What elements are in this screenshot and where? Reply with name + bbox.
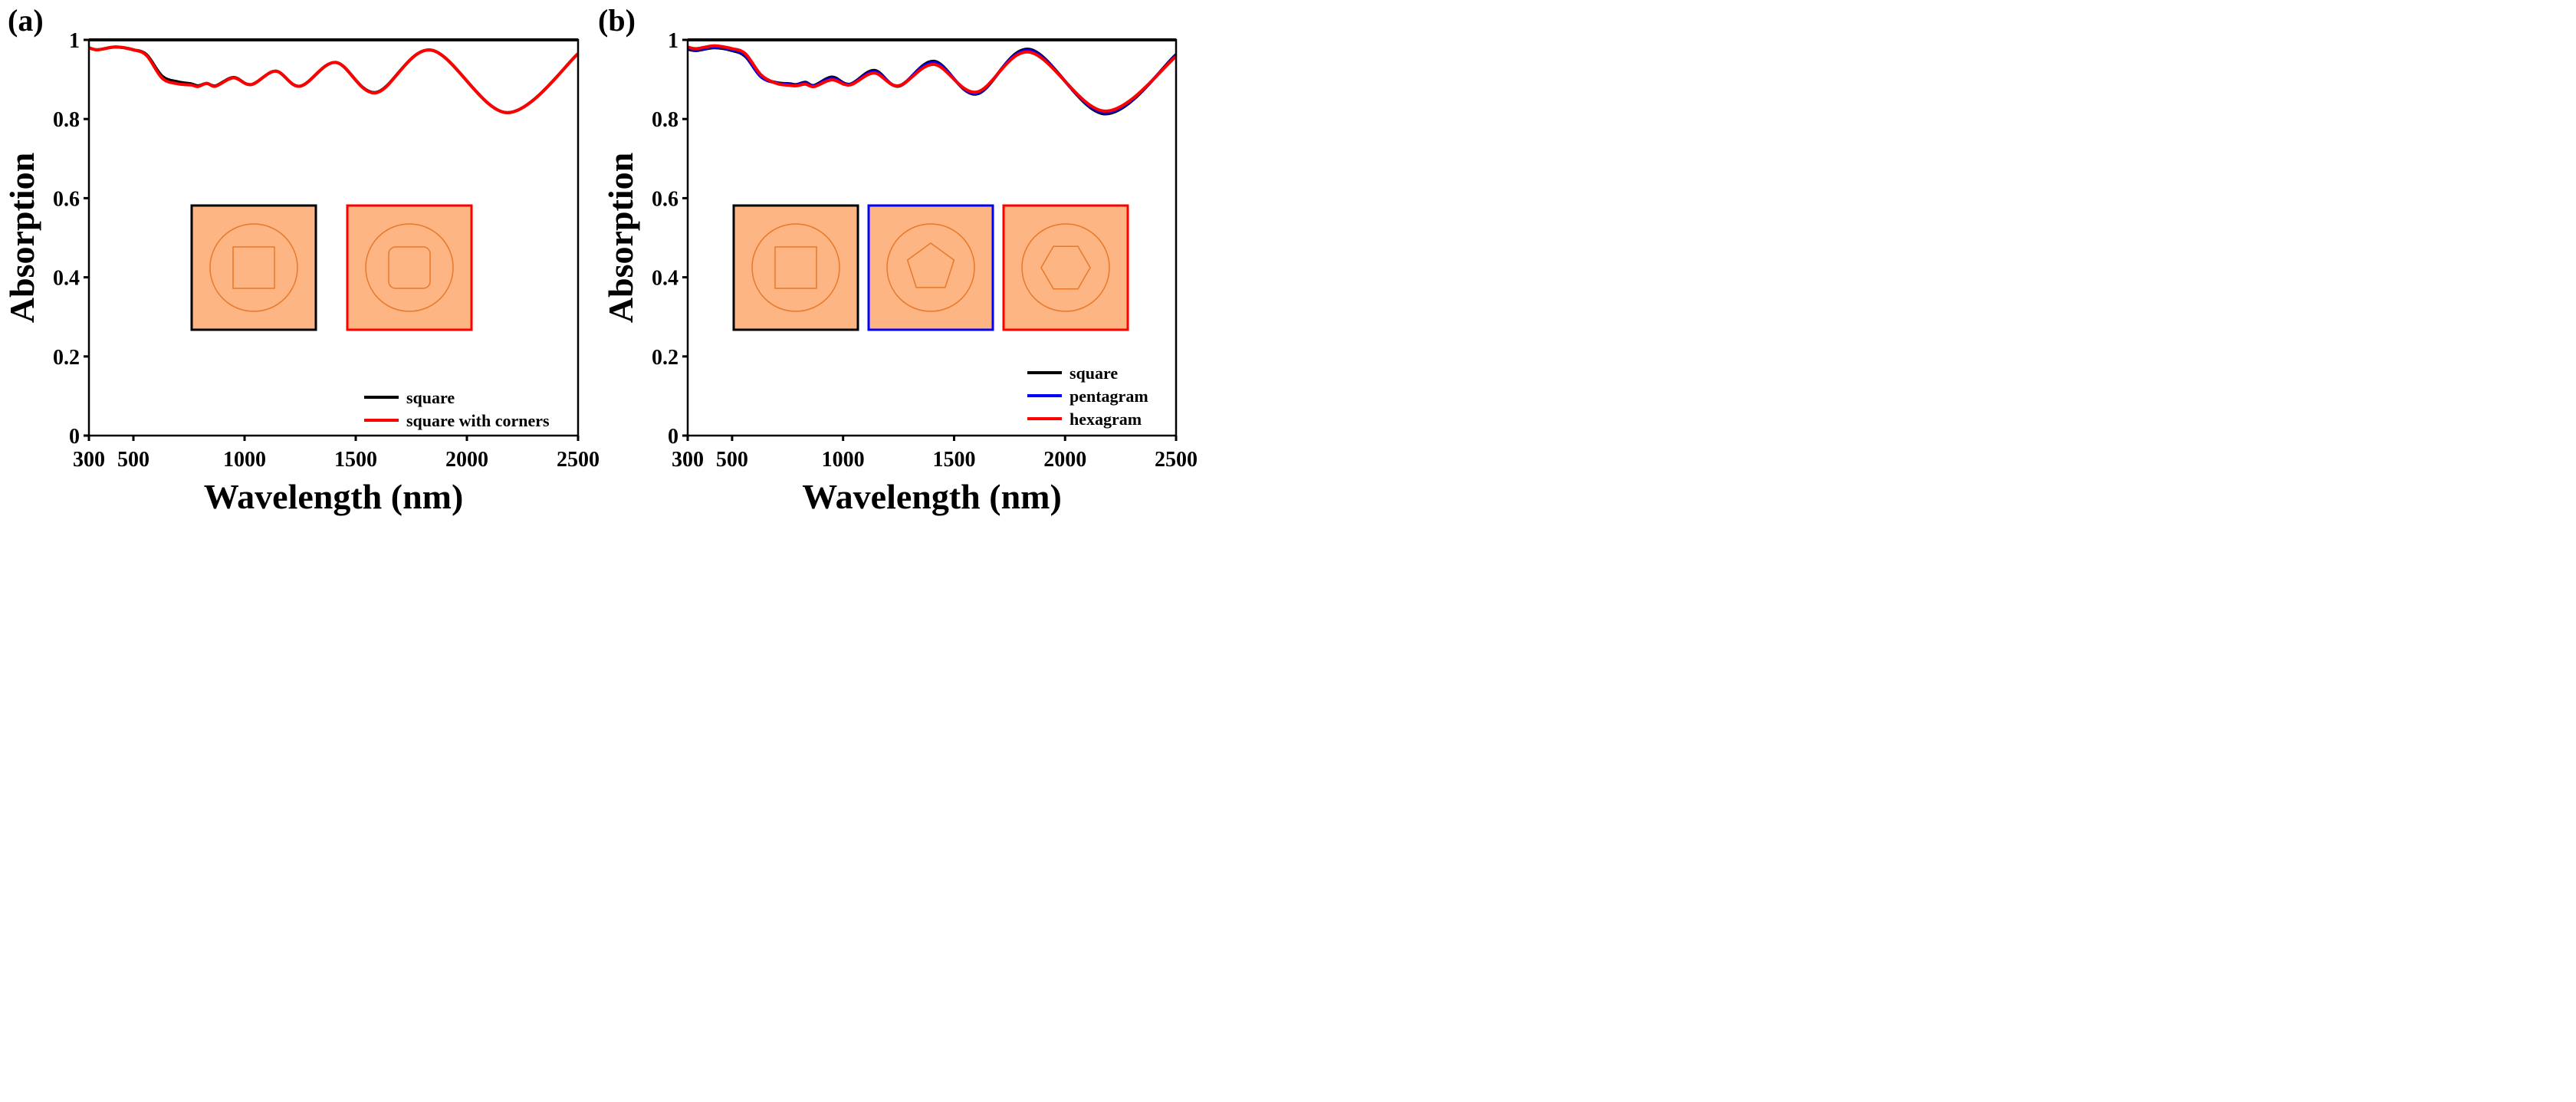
inset-rounded-square (388, 246, 431, 289)
chart-panel-b: (b) 0 0.2 0.4 0.6 0.8 1 300 500 1000 1500 2000 2500 W… (598, 3, 1198, 516)
y-tick-label: 1 (668, 29, 678, 53)
legend: square square with corners (364, 388, 550, 430)
y-tick-label: 0.2 (53, 346, 80, 370)
y-tick-label: 0.4 (53, 267, 80, 291)
x-tick-label: 300 (672, 448, 704, 472)
y-tick-label: 0 (69, 425, 80, 449)
inset-hexagon (1040, 245, 1091, 290)
inset-frame (1002, 204, 1129, 331)
y-tick-label: 0.2 (652, 346, 678, 370)
inset-pentagon (906, 242, 955, 288)
x-tick-label: 300 (73, 448, 105, 472)
inset-unit-cell-rounded-square (346, 204, 473, 331)
inset-unit-cell-square (190, 204, 317, 331)
inset-frame (867, 204, 994, 331)
inset-unit-cell-pentagon (867, 204, 994, 331)
series-line-square (687, 46, 1178, 116)
series-line-square-with-corners (88, 45, 580, 114)
inset-square (774, 246, 817, 289)
y-tick-label: 0.6 (53, 187, 80, 211)
x-tick-label: 1000 (822, 448, 865, 472)
x-tick-label: 1000 (223, 448, 266, 472)
inset-frame (346, 204, 473, 331)
plot-frame (87, 38, 580, 437)
x-axis-title: Wavelength (nm) (204, 477, 464, 516)
inset-circle (1021, 223, 1110, 312)
inset-circle (209, 223, 298, 312)
inset-unit-cell-square (732, 204, 859, 331)
y-axis-title: Absorption (2, 153, 41, 323)
panel-label: (b) (598, 3, 636, 38)
y-tick-label: 0.6 (652, 187, 678, 211)
y-tick-label: 0.4 (652, 267, 678, 291)
x-tick-label: 2500 (557, 448, 600, 472)
x-tick-label: 2000 (1043, 448, 1086, 472)
x-tick-label: 1500 (932, 448, 975, 472)
y-tick-label: 1 (69, 29, 80, 53)
series-line-hexagram (687, 44, 1178, 113)
x-tick-label: 500 (117, 448, 150, 472)
inset-frame (190, 204, 317, 331)
x-tick-label: 2500 (1155, 448, 1198, 472)
legend-label: square with corners (406, 411, 550, 430)
panel-label: (a) (8, 3, 44, 38)
x-tick-label: 1500 (334, 448, 377, 472)
x-tick-label: 2000 (445, 448, 488, 472)
legend: square pentagram hexagram (1027, 363, 1148, 429)
y-tick-label: 0.8 (53, 108, 80, 132)
inset-circle (751, 223, 840, 312)
legend-label: square (1070, 363, 1118, 383)
y-tick-label: 0.8 (652, 108, 678, 132)
legend-label: hexagram (1070, 410, 1142, 429)
inset-unit-cell-hexagon (1002, 204, 1129, 331)
series-line-pentagram (687, 45, 1178, 114)
legend-label: pentagram (1070, 387, 1148, 406)
inset-square (232, 246, 275, 289)
x-axis-title: Wavelength (nm) (802, 477, 1062, 516)
inset-circle (365, 223, 454, 312)
y-tick-label: 0 (668, 425, 678, 449)
chart-panel-a: (a) 0 0.2 0.4 0.6 0.8 1 300 500 1000 1500 2000 2500 W… (2, 3, 600, 516)
x-tick-label: 500 (716, 448, 748, 472)
y-axis-title: Absorption (601, 153, 640, 323)
inset-circle (886, 223, 975, 312)
legend-label: square (406, 388, 455, 407)
inset-frame (732, 204, 859, 331)
